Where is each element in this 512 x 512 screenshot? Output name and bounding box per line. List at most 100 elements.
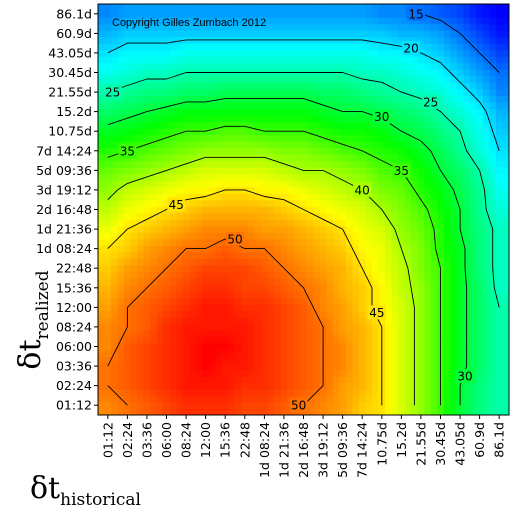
heat-cell xyxy=(287,330,295,338)
heat-cell xyxy=(313,317,321,325)
heat-cell xyxy=(117,284,125,292)
heat-cell xyxy=(287,121,295,129)
heat-cell xyxy=(293,23,301,31)
heat-cell xyxy=(111,291,119,299)
heat-cell xyxy=(482,232,491,240)
heat-cell xyxy=(137,134,145,142)
heat-cell xyxy=(372,134,380,142)
heat-cell xyxy=(469,154,477,162)
heat-cell xyxy=(189,219,197,227)
heat-cell xyxy=(476,284,484,292)
heat-cell xyxy=(287,43,295,51)
heat-cell xyxy=(495,382,504,390)
heat-cell xyxy=(176,304,184,312)
heat-cell xyxy=(130,30,138,38)
heat-cell xyxy=(476,362,484,370)
heat-cell xyxy=(398,199,406,207)
heat-cell xyxy=(411,101,419,109)
heat-cell xyxy=(293,62,301,70)
heat-cell xyxy=(495,186,504,194)
heat-cell xyxy=(469,180,477,188)
heat-cell xyxy=(300,219,308,227)
heat-cell xyxy=(398,382,406,390)
heat-cell xyxy=(182,356,190,364)
heat-cell xyxy=(176,23,184,31)
heat-cell xyxy=(450,30,458,38)
heat-cell xyxy=(150,160,158,168)
heat-cell xyxy=(130,375,138,383)
heat-cell xyxy=(476,82,484,90)
heat-cell xyxy=(169,291,177,299)
heat-cell xyxy=(378,225,386,233)
heat-cell xyxy=(398,108,406,116)
heat-cell xyxy=(313,304,321,312)
heat-cell xyxy=(163,36,171,44)
heat-cell xyxy=(182,193,190,201)
heat-cell xyxy=(391,127,399,136)
heat-cell xyxy=(300,141,308,149)
heat-cell xyxy=(398,356,406,364)
heat-cell xyxy=(195,154,203,162)
heat-cell xyxy=(98,251,106,260)
heat-cell xyxy=(495,349,504,357)
heat-cell xyxy=(248,395,256,403)
heat-cell xyxy=(137,382,145,390)
heat-cell xyxy=(391,23,399,31)
heat-cell xyxy=(385,349,393,357)
heat-cell xyxy=(150,401,158,410)
heat-cell xyxy=(280,17,288,25)
heat-cell xyxy=(124,17,132,25)
heat-cell xyxy=(189,141,197,149)
heat-cell xyxy=(163,193,171,201)
heat-cell xyxy=(169,408,177,415)
heat-cell xyxy=(189,4,197,12)
heat-cell xyxy=(326,30,334,38)
heat-cell xyxy=(345,30,354,38)
heat-cell xyxy=(372,69,380,77)
heat-cell xyxy=(248,193,256,201)
heat-cell xyxy=(456,291,464,299)
heat-cell xyxy=(117,160,125,168)
heat-cell xyxy=(182,23,190,31)
heat-cell xyxy=(319,310,327,318)
heat-cell xyxy=(163,10,171,18)
heat-cell xyxy=(143,4,151,12)
heat-cell xyxy=(215,356,223,364)
heat-cell xyxy=(124,343,132,351)
y-tick-label: 10.75d xyxy=(48,124,92,139)
heat-cell xyxy=(248,4,256,12)
heat-cell xyxy=(398,186,406,194)
heat-cell xyxy=(456,180,464,188)
heat-cell xyxy=(319,251,327,260)
heat-cell xyxy=(345,251,354,260)
heat-cell xyxy=(332,362,340,370)
heat-cell xyxy=(98,375,106,383)
heat-cell xyxy=(143,310,151,318)
heat-cell xyxy=(280,297,288,305)
heat-cell xyxy=(248,356,256,364)
heat-cell xyxy=(208,219,217,227)
heat-cell xyxy=(437,193,445,201)
heat-cell xyxy=(280,356,288,364)
heat-cell xyxy=(274,401,282,410)
heat-cell xyxy=(398,408,406,415)
heat-cell xyxy=(306,199,314,207)
heat-cell xyxy=(215,219,223,227)
heat-cell xyxy=(195,180,203,188)
heat-cell xyxy=(502,69,509,77)
heat-cell xyxy=(215,245,223,253)
heat-cell xyxy=(208,121,217,129)
heat-cell xyxy=(143,369,151,377)
heat-cell xyxy=(326,43,334,51)
heat-cell xyxy=(306,304,314,312)
heat-cell xyxy=(424,330,432,338)
heat-cell xyxy=(195,49,203,57)
heat-cell xyxy=(482,251,491,260)
heat-cell xyxy=(463,82,471,90)
heat-cell xyxy=(326,167,334,175)
heat-cell xyxy=(450,251,458,260)
heat-cell xyxy=(443,62,451,70)
heat-cell xyxy=(313,278,321,286)
heat-cell xyxy=(502,343,509,351)
heat-cell xyxy=(130,127,138,136)
